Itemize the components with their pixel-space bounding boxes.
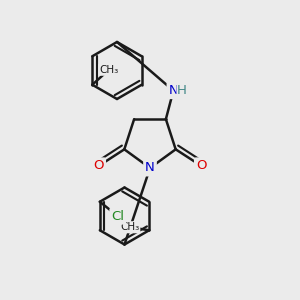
Text: N: N — [145, 161, 155, 175]
Text: CH₃: CH₃ — [99, 65, 119, 75]
Text: Cl: Cl — [111, 210, 124, 223]
Text: O: O — [196, 159, 206, 172]
Text: O: O — [94, 159, 104, 172]
Text: CH₃: CH₃ — [120, 222, 139, 232]
Text: H: H — [176, 84, 186, 97]
Text: N: N — [169, 84, 178, 97]
